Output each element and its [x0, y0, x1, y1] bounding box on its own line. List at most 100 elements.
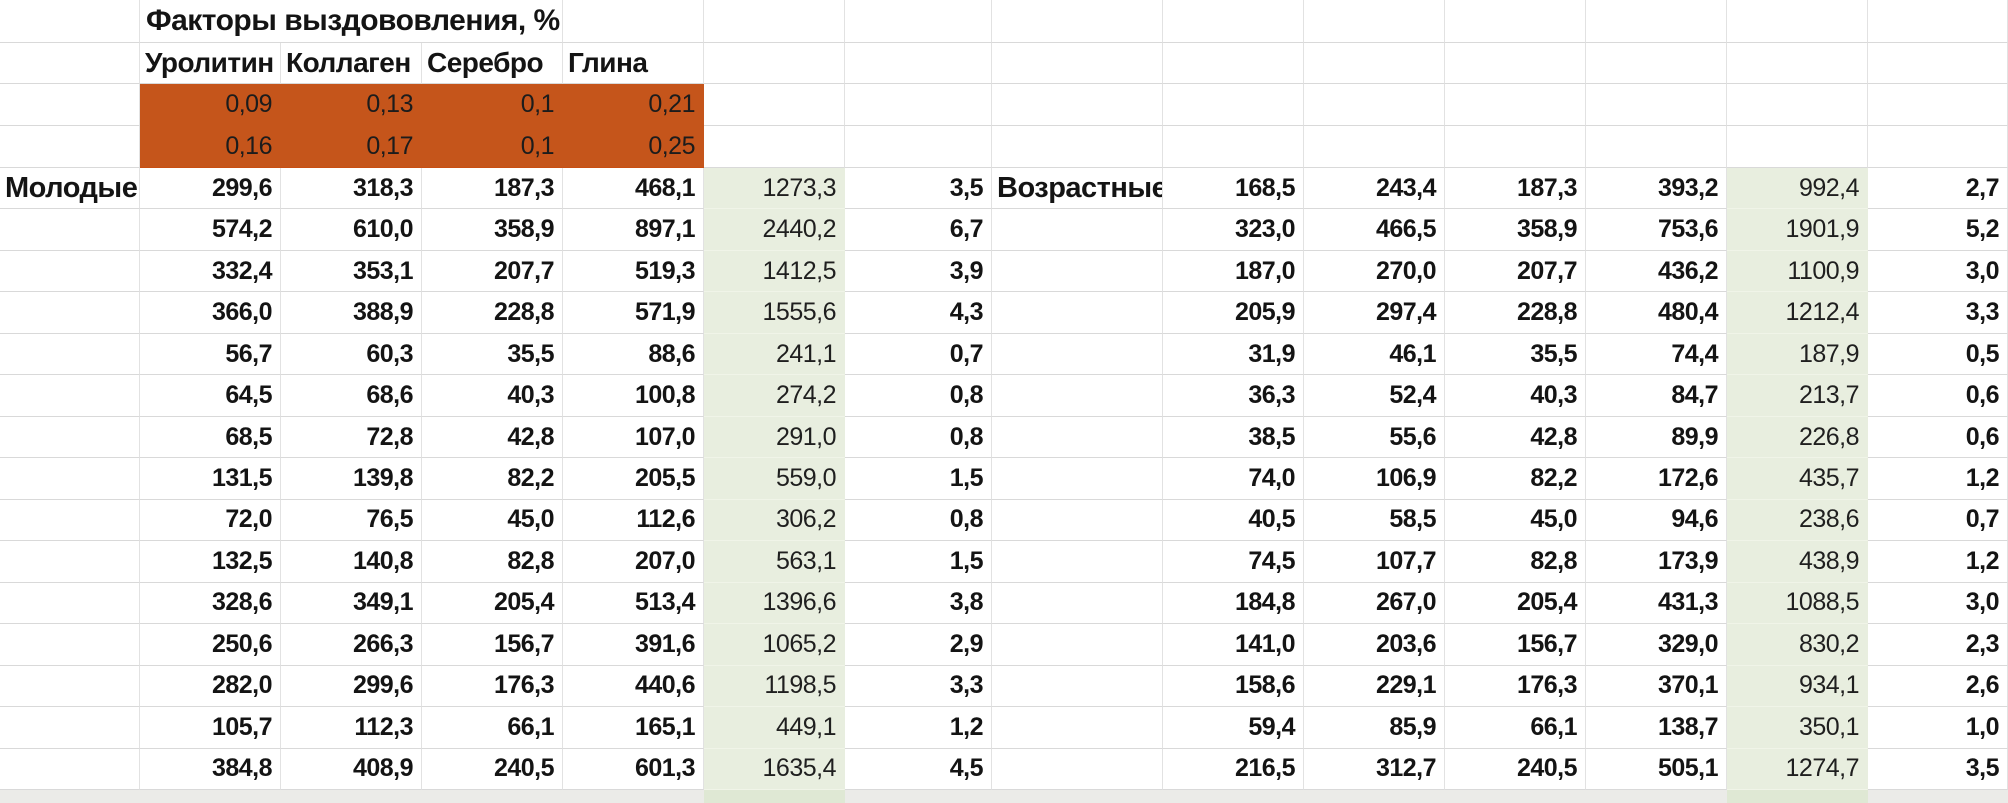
- factor-value-cell[interactable]: 0,1: [422, 84, 563, 126]
- empty-cell[interactable]: [1727, 0, 1868, 43]
- empty-cell[interactable]: [1586, 126, 1727, 168]
- value-cell[interactable]: 176,3: [422, 665, 563, 708]
- value-cell[interactable]: 440,6: [563, 665, 704, 708]
- value-cell[interactable]: 897,1: [563, 209, 704, 251]
- value-cell[interactable]: 408,9: [281, 748, 422, 791]
- ratio-cell[interactable]: 1,0: [1868, 707, 2008, 749]
- empty-cell[interactable]: [0, 84, 140, 126]
- factor-value-cell[interactable]: 0,17: [281, 126, 422, 168]
- ratio-cell[interactable]: 3,3: [845, 665, 992, 708]
- value-cell[interactable]: 370,1: [1586, 665, 1727, 708]
- sum-cell[interactable]: 2440,2: [704, 209, 845, 251]
- ratio-cell[interactable]: 3,0: [1868, 582, 2008, 625]
- value-cell[interactable]: 228,8: [1445, 292, 1586, 334]
- empty-cell[interactable]: [1586, 43, 1727, 84]
- sum-cell[interactable]: 1273,3: [704, 168, 845, 210]
- value-cell[interactable]: 74,5: [1163, 541, 1304, 583]
- value-cell[interactable]: 299,6: [281, 665, 422, 708]
- value-cell[interactable]: 45,0: [422, 499, 563, 542]
- value-cell[interactable]: 42,8: [1445, 416, 1586, 459]
- value-cell[interactable]: 393,2: [1586, 168, 1727, 210]
- value-cell[interactable]: 358,9: [1445, 209, 1586, 251]
- factor-value-cell[interactable]: 0,25: [563, 126, 704, 168]
- empty-cell[interactable]: [0, 624, 140, 666]
- value-cell[interactable]: 207,7: [422, 250, 563, 293]
- value-cell[interactable]: 243,4: [1304, 168, 1445, 210]
- value-cell[interactable]: 132,5: [140, 541, 281, 583]
- empty-cell[interactable]: [1304, 43, 1445, 84]
- empty-cell[interactable]: [1304, 0, 1445, 43]
- value-cell[interactable]: 187,3: [422, 168, 563, 210]
- value-cell[interactable]: 100,8: [563, 375, 704, 417]
- sum-cell[interactable]: 1274,7: [1727, 748, 1868, 791]
- ratio-cell[interactable]: 3,8: [845, 582, 992, 625]
- sum-cell[interactable]: 1212,4: [1727, 292, 1868, 334]
- empty-cell[interactable]: [563, 0, 704, 43]
- value-cell[interactable]: 205,9: [1163, 292, 1304, 334]
- value-cell[interactable]: 176,3: [1445, 665, 1586, 708]
- value-cell[interactable]: 353,1: [281, 250, 422, 293]
- sheet-title-cell[interactable]: Факторы выздововления, %: [140, 0, 563, 43]
- ratio-cell[interactable]: 4,3: [845, 292, 992, 334]
- value-cell[interactable]: 84,7: [1586, 375, 1727, 417]
- value-cell[interactable]: 107,0: [563, 416, 704, 459]
- value-cell[interactable]: 165,1: [563, 707, 704, 749]
- value-cell[interactable]: 82,2: [1445, 458, 1586, 500]
- value-cell[interactable]: 40,5: [1163, 499, 1304, 542]
- value-cell[interactable]: 187,3: [1445, 168, 1586, 210]
- empty-cell[interactable]: [0, 292, 140, 334]
- empty-cell[interactable]: [0, 665, 140, 708]
- value-cell[interactable]: 388,9: [281, 292, 422, 334]
- ratio-cell[interactable]: 5,2: [1868, 209, 2008, 251]
- ratio-cell[interactable]: 0,5: [1868, 333, 2008, 376]
- value-cell[interactable]: 36,3: [1163, 375, 1304, 417]
- ratio-cell[interactable]: 1,2: [1868, 458, 2008, 500]
- ratio-cell[interactable]: 2,3: [1868, 624, 2008, 666]
- sum-cell[interactable]: 435,7: [1727, 458, 1868, 500]
- value-cell[interactable]: 88,6: [563, 333, 704, 376]
- value-cell[interactable]: 138,7: [1586, 707, 1727, 749]
- value-cell[interactable]: 139,8: [281, 458, 422, 500]
- value-cell[interactable]: 266,3: [281, 624, 422, 666]
- empty-cell[interactable]: [992, 458, 1163, 500]
- empty-cell[interactable]: [1163, 84, 1304, 126]
- ratio-cell[interactable]: 2,6: [1868, 665, 2008, 708]
- sum-cell[interactable]: 1396,6: [704, 582, 845, 625]
- empty-cell[interactable]: [1727, 126, 1868, 168]
- value-cell[interactable]: 753,6: [1586, 209, 1727, 251]
- ratio-cell[interactable]: 0,8: [845, 375, 992, 417]
- value-cell[interactable]: 173,9: [1586, 541, 1727, 583]
- value-cell[interactable]: 89,9: [1586, 416, 1727, 459]
- sum-cell[interactable]: 934,1: [1727, 665, 1868, 708]
- value-cell[interactable]: 250,6: [140, 624, 281, 666]
- ratio-cell[interactable]: 4,5: [845, 748, 992, 791]
- value-cell[interactable]: 270,0: [1304, 250, 1445, 293]
- value-cell[interactable]: 297,4: [1304, 292, 1445, 334]
- empty-cell[interactable]: [992, 126, 1163, 168]
- value-cell[interactable]: 56,7: [140, 333, 281, 376]
- empty-cell[interactable]: [0, 333, 140, 376]
- value-cell[interactable]: 366,0: [140, 292, 281, 334]
- empty-cell[interactable]: [845, 0, 992, 43]
- empty-cell[interactable]: [1304, 126, 1445, 168]
- value-cell[interactable]: 282,0: [140, 665, 281, 708]
- value-cell[interactable]: 391,6: [563, 624, 704, 666]
- factor-header-cell[interactable]: Коллаген: [281, 43, 422, 84]
- empty-cell[interactable]: [1868, 43, 2008, 84]
- value-cell[interactable]: 216,5: [1163, 748, 1304, 791]
- factor-value-cell[interactable]: 0,13: [281, 84, 422, 126]
- value-cell[interactable]: 312,7: [1304, 748, 1445, 791]
- sum-cell[interactable]: 274,2: [704, 375, 845, 417]
- empty-cell[interactable]: [1163, 0, 1304, 43]
- ratio-cell[interactable]: 1,2: [1868, 541, 2008, 583]
- empty-cell[interactable]: [1586, 84, 1727, 126]
- value-cell[interactable]: 228,8: [422, 292, 563, 334]
- sum-cell[interactable]: 1901,9: [1727, 209, 1868, 251]
- ratio-cell[interactable]: 0,7: [1868, 499, 2008, 542]
- value-cell[interactable]: 384,8: [140, 748, 281, 791]
- value-cell[interactable]: 205,5: [563, 458, 704, 500]
- value-cell[interactable]: 610,0: [281, 209, 422, 251]
- ratio-cell[interactable]: 0,6: [1868, 416, 2008, 459]
- value-cell[interactable]: 349,1: [281, 582, 422, 625]
- empty-cell[interactable]: [992, 748, 1163, 791]
